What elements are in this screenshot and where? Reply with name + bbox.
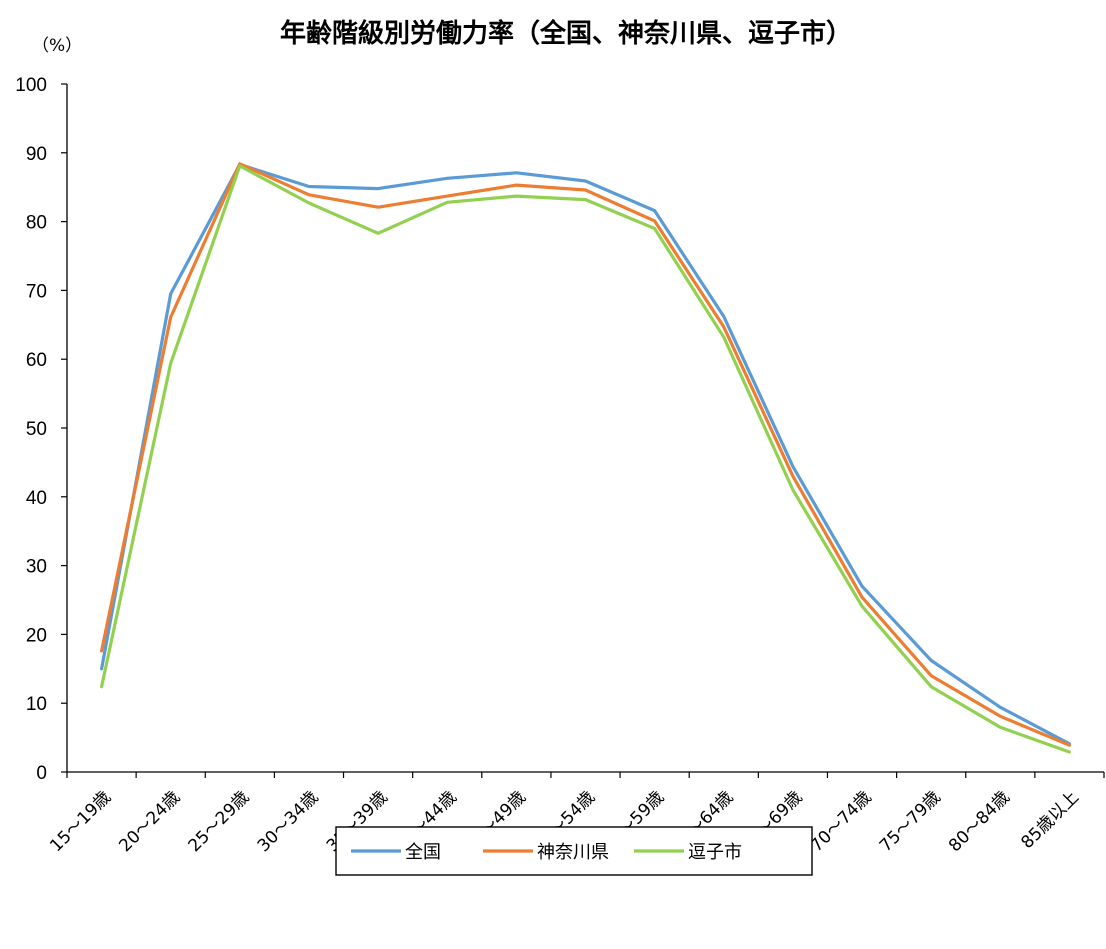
legend-label-1: 神奈川県 (537, 842, 609, 863)
y-tick-label: 100 (15, 75, 47, 96)
x-tick-label: 80～84歳 (945, 787, 1014, 856)
series-lines (99, 162, 1072, 754)
y-tick-label: 70 (26, 281, 47, 302)
y-axis: 0 10 20 30 40 50 60 70 80 90 100 (15, 75, 67, 784)
legend-label-2: 逗子市 (688, 842, 742, 863)
y-tick-label: 50 (26, 419, 47, 440)
x-tick-label: 70～74歳 (807, 787, 876, 856)
axes (66, 84, 1104, 773)
y-tick-label: 10 (26, 694, 47, 715)
y-tick-label: 30 (26, 557, 47, 578)
legend-label-0: 全国 (405, 842, 441, 863)
x-tick-label: 30～34歳 (254, 787, 323, 856)
y-tick-label: 20 (26, 625, 47, 646)
x-tick-label: 85歳以上 (1017, 787, 1083, 853)
x-tick-label: 75～79歳 (876, 787, 945, 856)
y-tick-label: 60 (26, 350, 47, 371)
series-line-1 (99, 162, 1072, 747)
series-line-2 (99, 164, 1072, 754)
y-tick-label: 40 (26, 488, 47, 509)
x-tick-label: 25～29歳 (185, 787, 254, 856)
x-tick-label: 15～19歳 (46, 787, 115, 856)
legend: 全国 神奈川県 逗子市 (335, 826, 813, 876)
chart-title: 年齢階級別労働力率（全国、神奈川県、逗子市） (280, 18, 852, 49)
y-tick-label: 90 (26, 144, 47, 165)
series-line-0 (99, 162, 1072, 746)
y-tick-label: 0 (36, 763, 47, 784)
legend-box (335, 826, 813, 876)
y-tick-label: 80 (26, 213, 47, 234)
y-axis-unit: （%） (32, 36, 82, 56)
x-tick-label: 20～24歳 (115, 787, 184, 856)
